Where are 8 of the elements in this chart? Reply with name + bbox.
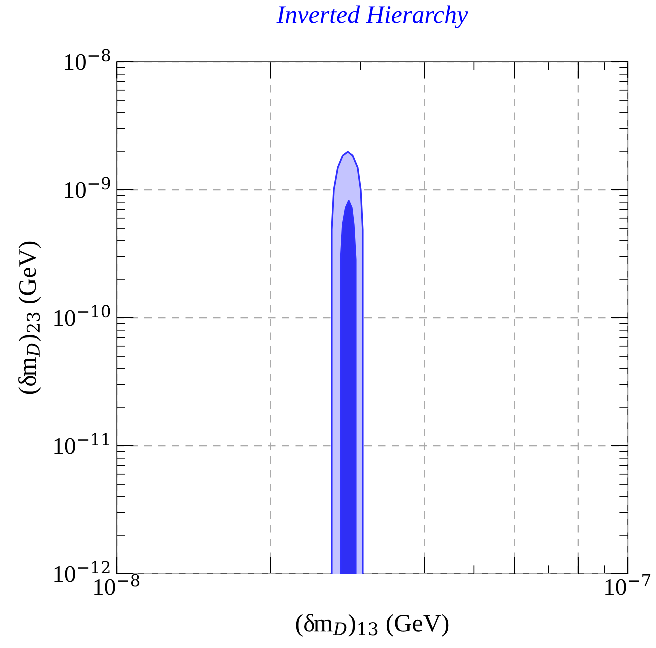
- x-axis-title: (δm$_{D}$)$_{13}$ (GeV): [296, 614, 449, 637]
- y-tick-label: 10$^{−8}$: [65, 49, 110, 70]
- y-axis-title: (δm$_{D}$)$_{23}$ (GeV): [18, 242, 42, 394]
- y-tick-label: 10$^{−10}$: [54, 305, 110, 326]
- x-tick-label: 10$^{−7}$: [606, 574, 651, 596]
- y-tick-label: 10$^{−11}$: [54, 433, 109, 454]
- chart-title: Inverted Hierarchy: [276, 6, 468, 29]
- y-tick-label: 10$^{−9}$: [65, 177, 110, 198]
